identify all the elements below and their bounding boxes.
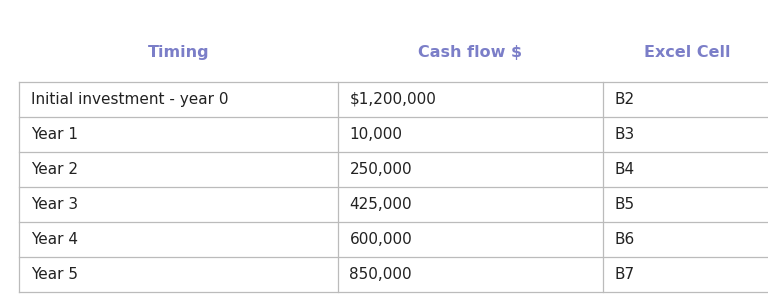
Text: Initial investment - year 0: Initial investment - year 0 [31, 92, 228, 107]
Text: 850,000: 850,000 [349, 267, 412, 282]
Text: $1,200,000: $1,200,000 [349, 92, 436, 107]
Text: 10,000: 10,000 [349, 127, 402, 142]
Text: B4: B4 [614, 162, 634, 177]
Text: B2: B2 [614, 92, 634, 107]
Text: Timing: Timing [147, 45, 210, 60]
Text: Year 1: Year 1 [31, 127, 78, 142]
Text: Year 4: Year 4 [31, 232, 78, 247]
Text: 250,000: 250,000 [349, 162, 412, 177]
Text: B6: B6 [614, 232, 634, 247]
Text: B5: B5 [614, 197, 634, 212]
Text: Excel Cell: Excel Cell [644, 45, 730, 60]
Text: Year 2: Year 2 [31, 162, 78, 177]
Text: 600,000: 600,000 [349, 232, 412, 247]
Text: 425,000: 425,000 [349, 197, 412, 212]
Text: B3: B3 [614, 127, 634, 142]
Text: B7: B7 [614, 267, 634, 282]
Text: Year 5: Year 5 [31, 267, 78, 282]
Text: Year 3: Year 3 [31, 197, 78, 212]
Text: Cash flow $: Cash flow $ [419, 45, 522, 60]
